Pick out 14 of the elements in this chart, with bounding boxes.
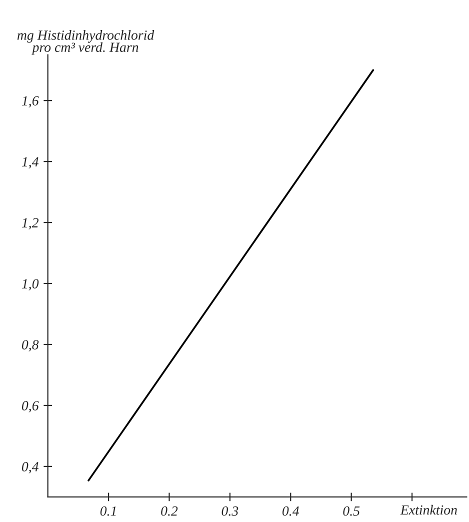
y-tick-label: 1,0	[22, 279, 39, 290]
x-axis-title: Extinktion	[400, 504, 457, 515]
y-axis-title: mg Histidinhydrochlorid pro cm³ verd. Harn	[17, 30, 154, 55]
y-tick-label: 1,2	[22, 218, 39, 230]
x-tick-label: 0.4	[282, 506, 299, 516]
y-tick-label: 0,6	[22, 401, 39, 412]
x-tick-label: 0.5	[343, 506, 360, 516]
y-tick-label: 0,4	[22, 462, 38, 474]
x-tick-label: 0.2	[161, 506, 178, 516]
x-tick-label: 0.3	[222, 506, 238, 516]
y-tick-label: 0,8	[22, 340, 39, 352]
y-tick-label: 1,6	[22, 96, 39, 108]
y-tick-label: 1,4	[22, 157, 38, 168]
x-tick-label: 0.1	[100, 506, 116, 516]
